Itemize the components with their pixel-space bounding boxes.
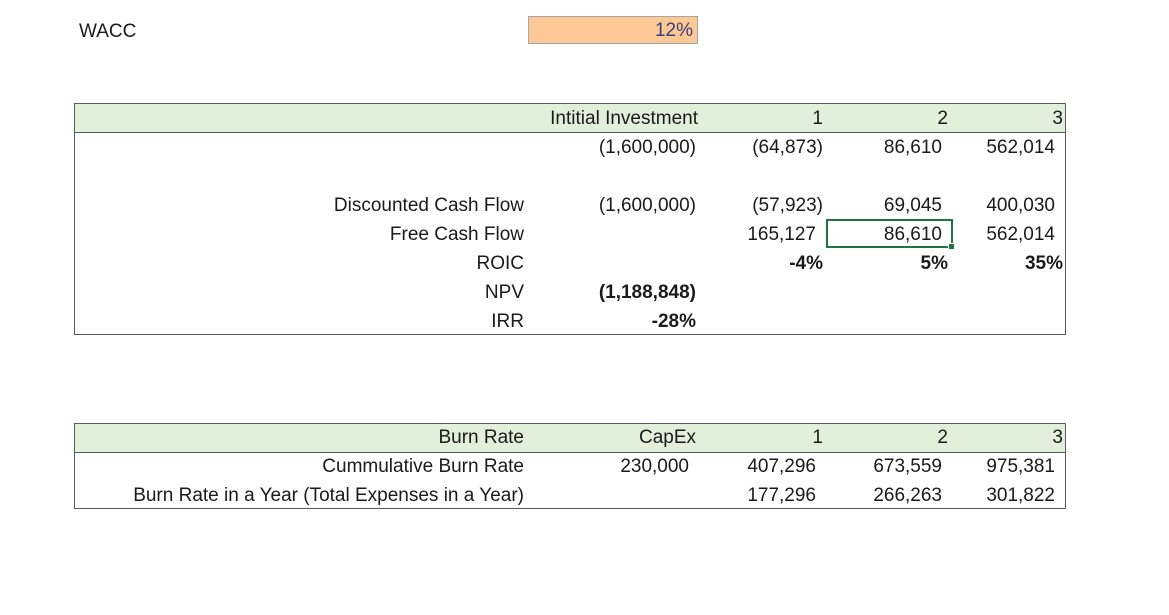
- dcf-year-3[interactable]: 400,030: [986, 195, 1055, 216]
- cumulative-burn-year-3[interactable]: 975,381: [986, 456, 1055, 477]
- fcf-year-3[interactable]: 562,014: [986, 224, 1055, 245]
- active-cell-selection[interactable]: [826, 219, 955, 250]
- roic-label[interactable]: ROIC: [476, 253, 525, 274]
- wacc-label: WACC: [79, 21, 137, 42]
- fcf-year-2[interactable]: 86,610: [883, 224, 942, 245]
- burn-header-year-1[interactable]: 1: [812, 427, 823, 448]
- fcf-label[interactable]: Free Cash Flow: [389, 224, 524, 245]
- roic-year-2[interactable]: 5%: [920, 253, 948, 274]
- burn-header-year-3[interactable]: 3: [1052, 427, 1063, 448]
- burn-header-capex[interactable]: CapEx: [638, 427, 696, 448]
- npv-value[interactable]: (1,188,848): [598, 282, 696, 303]
- valuation-table: [74, 103, 1066, 335]
- dcf-year-1[interactable]: (57,923): [752, 195, 823, 216]
- fcf-year-1[interactable]: 165,127: [747, 224, 816, 245]
- header-year-3[interactable]: 3: [1052, 108, 1063, 129]
- cash-flow-year-3[interactable]: 562,014: [986, 137, 1055, 158]
- valuation-header-row: [75, 104, 1065, 133]
- burn-header-row: [75, 424, 1065, 453]
- fill-handle[interactable]: [948, 243, 955, 250]
- yearly-burn-year-3[interactable]: 301,822: [986, 485, 1055, 506]
- cash-flow-initial[interactable]: (1,600,000): [598, 137, 696, 158]
- wacc-input-cell[interactable]: 12%: [528, 16, 698, 44]
- cumulative-burn-year-2[interactable]: 673,559: [873, 456, 942, 477]
- yearly-burn-year-1[interactable]: 177,296: [747, 485, 816, 506]
- irr-label[interactable]: IRR: [491, 311, 524, 332]
- burn-rate-table: [74, 423, 1066, 509]
- roic-year-1[interactable]: -4%: [789, 253, 823, 274]
- irr-value[interactable]: -28%: [651, 311, 696, 332]
- burn-header-burn-rate[interactable]: Burn Rate: [438, 427, 524, 448]
- cash-flow-year-2[interactable]: 86,610: [883, 137, 942, 158]
- header-year-1[interactable]: 1: [812, 108, 823, 129]
- dcf-initial[interactable]: (1,600,000): [598, 195, 696, 216]
- wacc-value[interactable]: 12%: [654, 20, 693, 41]
- dcf-year-2[interactable]: 69,045: [883, 195, 942, 216]
- cash-flow-year-1[interactable]: (64,873): [752, 137, 823, 158]
- npv-label[interactable]: NPV: [484, 282, 524, 303]
- header-year-2[interactable]: 2: [937, 108, 948, 129]
- roic-year-3[interactable]: 35%: [1024, 253, 1063, 274]
- cumulative-burn-label[interactable]: Cummulative Burn Rate: [322, 456, 524, 477]
- cumulative-burn-capex[interactable]: 230,000: [620, 456, 689, 477]
- yearly-burn-label[interactable]: Burn Rate in a Year (Total Expenses in a…: [133, 485, 524, 506]
- header-initial-investment[interactable]: Intitial Investment: [550, 108, 698, 129]
- dcf-label[interactable]: Discounted Cash Flow: [333, 195, 524, 216]
- cumulative-burn-year-1[interactable]: 407,296: [747, 456, 816, 477]
- yearly-burn-year-2[interactable]: 266,263: [873, 485, 942, 506]
- burn-header-year-2[interactable]: 2: [937, 427, 948, 448]
